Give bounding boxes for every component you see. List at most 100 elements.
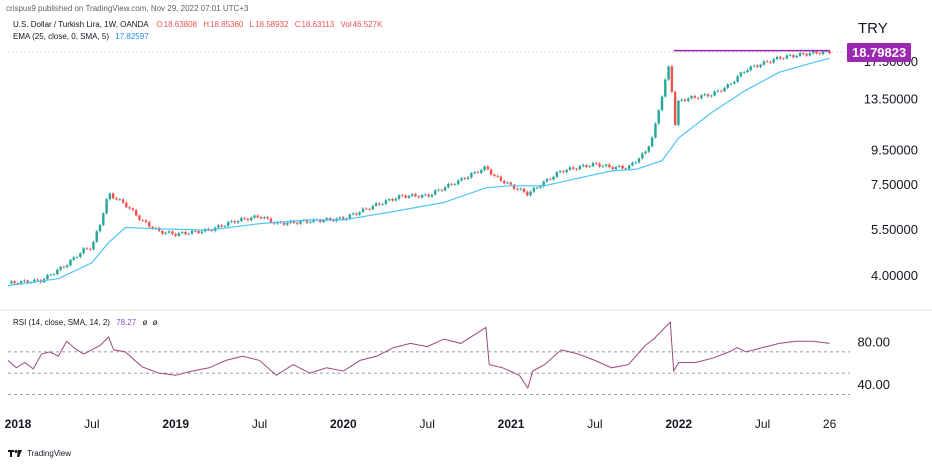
candle-body <box>792 55 795 58</box>
candle-body <box>555 172 559 177</box>
candle-body <box>756 65 759 67</box>
candle-body <box>194 230 197 232</box>
time-axis-label: Jul <box>587 417 602 431</box>
ema-label: EMA (25, close, 0, SMA, 5) <box>13 32 110 41</box>
candle-body <box>46 274 49 280</box>
candle-body <box>164 232 167 234</box>
candle-body <box>637 158 641 163</box>
candle-body <box>351 213 355 215</box>
candle-body <box>108 193 112 200</box>
candle-body <box>729 83 733 85</box>
candle-body <box>496 175 499 177</box>
rsi-extra-2: ø <box>152 318 158 327</box>
candle-body <box>493 174 496 176</box>
candle-body <box>111 193 115 199</box>
candle-body <box>578 166 582 170</box>
candle-body <box>772 59 775 63</box>
candle-body <box>476 172 480 173</box>
candle-body <box>296 222 299 224</box>
candle-body <box>88 248 92 250</box>
candle-body <box>226 222 230 226</box>
candle-body <box>434 190 437 195</box>
open-label: O <box>156 20 163 29</box>
ema-line <box>7 57 830 287</box>
candle-body <box>141 219 144 221</box>
candle-body <box>575 168 578 170</box>
candle-body <box>549 179 552 180</box>
candle-body <box>92 241 95 250</box>
candle-body <box>647 146 651 152</box>
candle-body <box>249 217 253 221</box>
candle-body <box>739 72 743 77</box>
candle-body <box>470 173 473 178</box>
low-value: 18.58932 <box>255 20 289 29</box>
candle-body <box>121 199 125 203</box>
candle-body <box>230 221 233 223</box>
candle-body <box>690 96 693 99</box>
candle-body <box>516 188 519 190</box>
time-axis-label: 2019 <box>162 417 189 431</box>
candle-body <box>457 180 460 185</box>
candle-body <box>746 70 749 73</box>
candle-body <box>319 219 322 223</box>
candle-body <box>621 165 624 169</box>
candle-body <box>144 220 148 223</box>
candle-body <box>394 198 398 201</box>
candle-body <box>424 194 427 196</box>
time-axis-label: Jul <box>84 417 99 431</box>
candle-body <box>115 198 118 200</box>
candle-body <box>785 55 789 59</box>
candle-body <box>75 257 79 258</box>
candle-body <box>151 226 154 229</box>
candle-body <box>749 66 752 71</box>
symbol-title: U.S. Dollar / Turkish Lira, 1W, OANDA <box>13 20 149 29</box>
rsi-legend: RSI (14, close, SMA, 14, 2) 78.27 ø ø <box>13 318 157 327</box>
time-axis-label: Jul <box>420 417 435 431</box>
candle-body <box>49 274 52 276</box>
price-axis-label: 4.00000 <box>871 268 918 283</box>
candle-body <box>466 177 470 180</box>
candle-body <box>420 195 424 198</box>
candle-body <box>52 274 56 275</box>
tradingview-footer[interactable]: TradingView <box>8 449 71 458</box>
candle-body <box>673 91 677 125</box>
candle-body <box>417 196 421 198</box>
candle-body <box>348 214 351 219</box>
candle-body <box>240 218 243 222</box>
candle-body <box>726 84 729 88</box>
candle-body <box>19 281 23 285</box>
candle-body <box>443 187 447 191</box>
candle-body <box>460 178 463 181</box>
high-label: H <box>203 20 210 29</box>
candle-body <box>736 76 739 82</box>
candle-body <box>588 166 591 167</box>
rsi-axis-label: 40.00 <box>857 377 890 392</box>
rsi-extra-1: ø <box>142 318 148 327</box>
symbol-legend: U.S. Dollar / Turkish Lira, 1W, OANDA O1… <box>13 20 382 29</box>
candle-body <box>519 188 522 190</box>
footer-brand: TradingView <box>27 449 72 458</box>
candle-body <box>654 123 657 138</box>
candle-body <box>585 164 588 167</box>
candle-body <box>716 90 720 92</box>
candle-body <box>430 194 434 197</box>
candle-body <box>693 96 697 98</box>
candle-body <box>36 279 39 281</box>
candle-body <box>65 265 69 268</box>
candle-body <box>677 100 680 125</box>
candle-body <box>62 266 66 268</box>
candle-body <box>322 220 325 223</box>
candle-body <box>102 213 105 225</box>
open-value: 18.63808 <box>163 20 197 29</box>
candle-body <box>328 218 332 220</box>
time-axis-label: 2020 <box>330 417 357 431</box>
candle-body <box>680 99 683 101</box>
candle-body <box>292 220 296 223</box>
candle-body <box>13 281 16 284</box>
candle-body <box>670 66 674 92</box>
candle-body <box>769 61 772 63</box>
candle-body <box>23 280 26 282</box>
candle-body <box>641 153 644 159</box>
volume-label: Vol <box>340 20 352 29</box>
